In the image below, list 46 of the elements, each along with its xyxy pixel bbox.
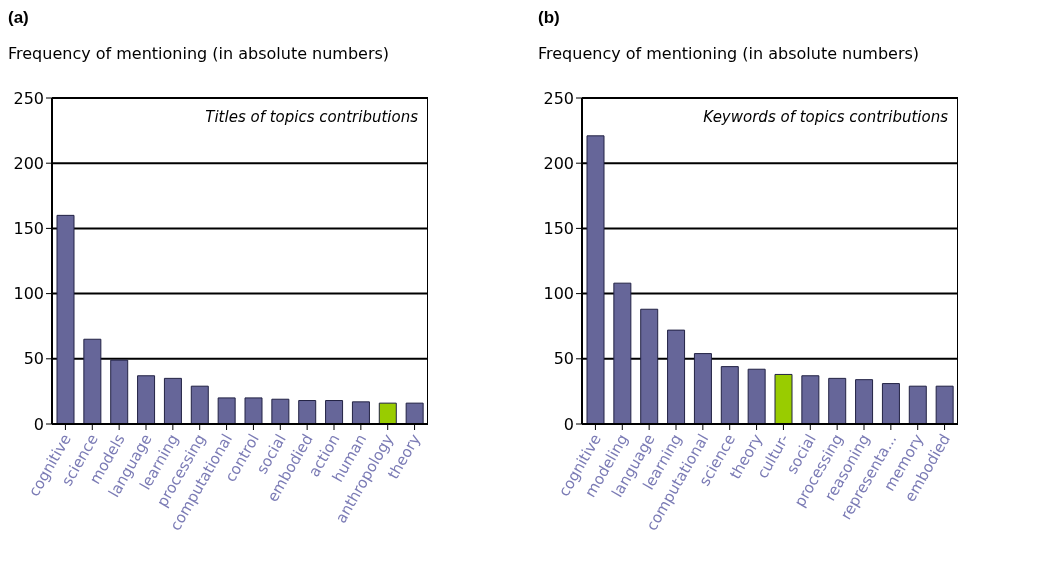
bar bbox=[586, 135, 605, 424]
y-tick-label: 100 bbox=[543, 284, 574, 304]
y-tick-label: 200 bbox=[543, 153, 574, 173]
bar bbox=[110, 359, 129, 424]
bar bbox=[720, 366, 739, 424]
y-tick-label: 250 bbox=[543, 88, 574, 108]
chart-title: (b) bbox=[538, 8, 560, 28]
bar bbox=[405, 402, 424, 424]
bar bbox=[56, 214, 75, 424]
bar bbox=[908, 385, 927, 424]
bar bbox=[298, 400, 317, 424]
y-axis-title: Frequency of mentioning (in absolute numbers) bbox=[8, 44, 390, 63]
bar bbox=[693, 353, 712, 424]
y-axis-title: Frequency of mentioning (in absolute numbers) bbox=[538, 44, 920, 63]
bar bbox=[667, 329, 686, 424]
bar bbox=[774, 373, 793, 424]
bar bbox=[613, 282, 632, 424]
y-tick-label: 50 bbox=[553, 349, 574, 369]
y-tick-label: 50 bbox=[23, 349, 44, 369]
bar bbox=[828, 377, 847, 424]
bar bbox=[801, 375, 820, 424]
bar bbox=[881, 383, 900, 424]
bar bbox=[217, 397, 236, 424]
y-tick-label: 0 bbox=[563, 414, 574, 434]
bar bbox=[747, 368, 766, 424]
chart-title: (a) bbox=[8, 8, 29, 28]
bar bbox=[163, 377, 182, 424]
y-tick-label: 200 bbox=[13, 153, 44, 173]
y-tick-label: 150 bbox=[543, 219, 574, 239]
bar bbox=[244, 397, 263, 424]
y-tick-label: 150 bbox=[13, 219, 44, 239]
annotation: Titles of topics contributions bbox=[205, 108, 418, 126]
bar bbox=[271, 398, 290, 424]
bar bbox=[935, 385, 954, 424]
bar bbox=[325, 400, 344, 424]
bar bbox=[190, 385, 209, 424]
y-tick-label: 0 bbox=[33, 414, 44, 434]
bar bbox=[137, 375, 156, 424]
annotation: Keywords of topics contributions bbox=[703, 108, 948, 126]
bar bbox=[351, 401, 370, 424]
bar bbox=[855, 379, 874, 424]
y-tick-label: 100 bbox=[13, 284, 44, 304]
bar bbox=[640, 308, 659, 424]
y-tick-label: 250 bbox=[13, 88, 44, 108]
bar bbox=[378, 402, 397, 424]
bar bbox=[83, 338, 102, 424]
